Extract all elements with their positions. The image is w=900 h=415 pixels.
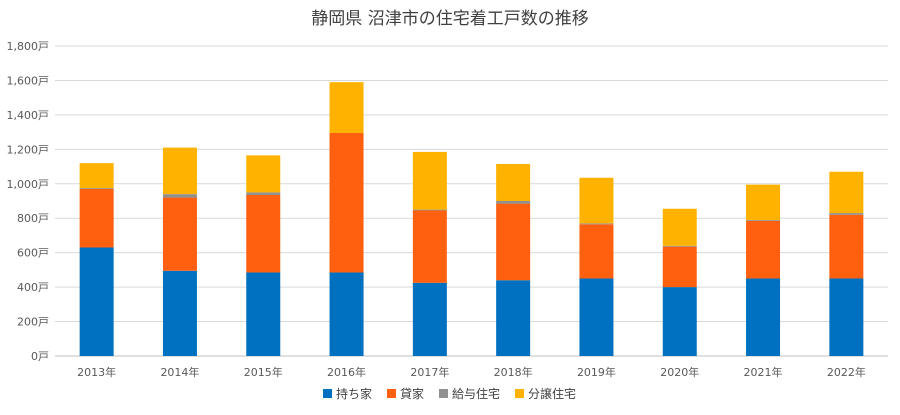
bar-segment	[412, 151, 447, 210]
bar-segment	[412, 210, 447, 283]
bar-segment	[579, 223, 614, 225]
bar-segment	[746, 220, 781, 279]
y-tick-label: 800戸	[17, 212, 49, 225]
legend-swatch	[439, 389, 448, 398]
bar-segment	[79, 188, 114, 189]
bar-segment	[496, 163, 531, 201]
bar-segment	[496, 280, 531, 356]
x-tick-label: 2017年	[410, 365, 449, 379]
y-axis-ticks: 0戸 200戸 400戸 600戸 800戸 1,000戸 1,200戸 1,400戸 1,60…	[7, 40, 50, 363]
bar-segment	[162, 270, 197, 356]
bar-segment	[246, 272, 281, 356]
legend: 持ち家 貸家 給与住宅 分譲住宅	[323, 386, 576, 401]
bar-segment	[246, 155, 281, 193]
y-tick-label: 600戸	[17, 247, 49, 260]
bar-segment	[829, 171, 864, 214]
bar-segment	[662, 246, 697, 288]
bar-segment	[246, 194, 281, 273]
bar-segment	[79, 188, 114, 248]
y-tick-label: 1,800戸	[7, 40, 50, 53]
y-tick-label: 400戸	[17, 281, 49, 294]
y-tick-label: 1,600戸	[7, 74, 50, 87]
legend-swatch	[387, 389, 396, 398]
x-tick-label: 2022年	[827, 365, 866, 379]
x-tick-label: 2018年	[494, 365, 533, 379]
bar-segment	[746, 184, 781, 220]
bar-segment	[79, 247, 114, 356]
bar-segment	[79, 163, 114, 189]
bar-segment	[162, 194, 197, 198]
y-tick-label: 1,000戸	[7, 178, 50, 191]
bar-segment	[579, 177, 614, 224]
legend-label: 給与住宅	[452, 386, 500, 401]
bar-segment	[246, 192, 281, 195]
y-tick-label: 0戸	[31, 350, 49, 363]
bar-segment	[746, 278, 781, 356]
chart-title: 静岡県 沼津市の住宅着工戸数の推移	[311, 9, 588, 29]
bar-segment	[162, 197, 197, 271]
legend-swatch	[323, 389, 332, 398]
bar-segment	[829, 214, 864, 279]
legend-swatch	[515, 389, 524, 398]
x-axis-ticks: 2013年 2014年 2015年 2016年 2017年 2018年 2019年 2020年…	[77, 365, 866, 379]
y-tick-label: 1,400戸	[7, 109, 50, 122]
legend-label: 持ち家	[336, 386, 372, 401]
bar-segment	[829, 213, 864, 215]
x-tick-label: 2014年	[160, 365, 199, 379]
bar-segment	[496, 201, 531, 204]
x-tick-label: 2016年	[327, 365, 366, 379]
bar-segment	[412, 282, 447, 356]
legend-label: 貸家	[400, 386, 424, 401]
x-tick-label: 2019年	[577, 365, 616, 379]
bar-segment	[662, 208, 697, 246]
bar-segment	[329, 82, 364, 133]
x-tick-label: 2015年	[244, 365, 283, 379]
bar-segment	[162, 147, 197, 195]
x-tick-label: 2021年	[744, 365, 783, 379]
bar-segment	[496, 203, 531, 281]
y-tick-label: 1,200戸	[7, 143, 50, 156]
bar-segment	[329, 272, 364, 356]
bar-segment	[412, 209, 447, 211]
bar-segment	[579, 224, 614, 279]
bar-segment	[746, 219, 781, 221]
bar-segment	[662, 287, 697, 356]
y-tick-label: 200戸	[17, 316, 49, 329]
x-tick-label: 2020年	[660, 365, 699, 379]
legend-label: 分譲住宅	[528, 386, 576, 401]
bar-segment	[579, 278, 614, 356]
bars	[79, 82, 864, 356]
bar-segment	[329, 132, 364, 273]
bar-segment	[829, 278, 864, 356]
bar-segment	[662, 245, 697, 247]
x-tick-label: 2013年	[77, 365, 116, 379]
